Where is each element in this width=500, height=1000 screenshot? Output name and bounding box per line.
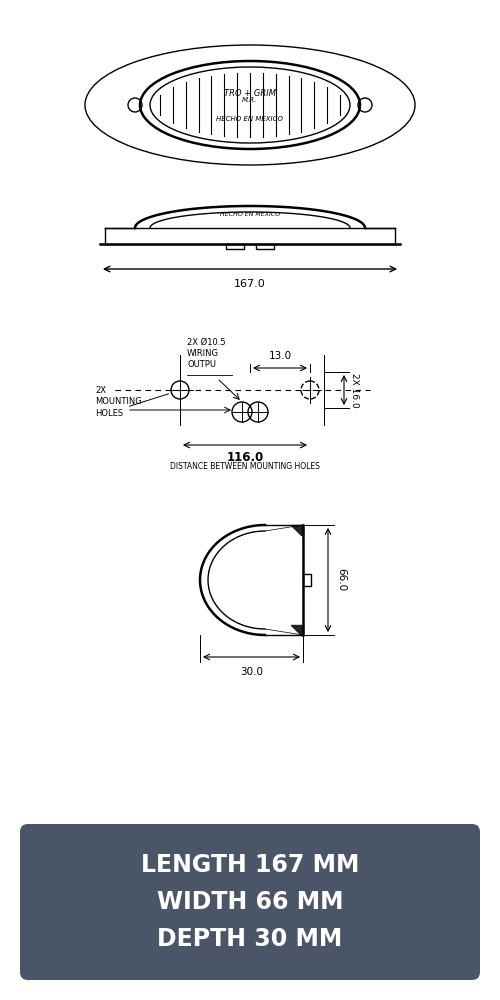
- Text: 13.0: 13.0: [268, 351, 291, 361]
- Bar: [303, 574, 311, 586]
- Bar: [226, 244, 244, 249]
- Bar: [256, 244, 274, 249]
- Text: 2X Ø10.5
WIRING
OUTPU: 2X Ø10.5 WIRING OUTPU: [187, 338, 226, 369]
- FancyBboxPatch shape: [20, 824, 480, 980]
- Text: M.R.: M.R.: [242, 97, 258, 103]
- Text: 116.0: 116.0: [226, 451, 264, 464]
- Text: 2X
MOUNTING
HOLES: 2X MOUNTING HOLES: [95, 386, 142, 418]
- Text: TRO + GRIM: TRO + GRIM: [224, 89, 276, 98]
- Text: DISTANCE BETWEEN MOUNTING HOLES: DISTANCE BETWEEN MOUNTING HOLES: [170, 462, 320, 471]
- Text: LENGTH 167 MM
WIDTH 66 MM
DEPTH 30 MM: LENGTH 167 MM WIDTH 66 MM DEPTH 30 MM: [141, 853, 359, 951]
- Text: HECHO EN MEXICO: HECHO EN MEXICO: [220, 213, 280, 218]
- Text: HECHO EN MEXICO: HECHO EN MEXICO: [216, 116, 284, 122]
- Text: 30.0: 30.0: [240, 667, 263, 677]
- Text: 2X 16.0: 2X 16.0: [350, 373, 359, 407]
- Text: 66.0: 66.0: [336, 568, 346, 592]
- Text: 167.0: 167.0: [234, 279, 266, 289]
